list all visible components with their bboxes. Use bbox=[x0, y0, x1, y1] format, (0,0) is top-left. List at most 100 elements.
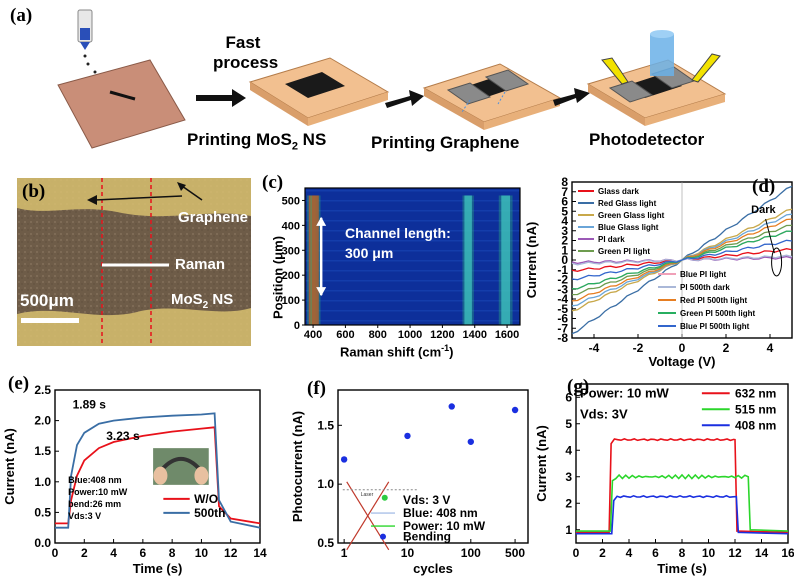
y-tick-label: 2 bbox=[565, 496, 572, 510]
d-xlabel: Voltage (V) bbox=[649, 354, 716, 369]
y-tick-label: -4 bbox=[557, 292, 568, 306]
g-xlabel: Time (s) bbox=[657, 561, 707, 576]
heatmap-stripe bbox=[305, 300, 520, 302]
y-tick-label: 500 bbox=[282, 195, 300, 207]
y-tick-label: 2.5 bbox=[34, 383, 51, 397]
step-mos2-text: Printing MoS bbox=[187, 130, 292, 149]
y-tick-label: 0.5 bbox=[317, 536, 334, 550]
y-tick-label: 6 bbox=[565, 390, 572, 404]
y-tick-label: 0.5 bbox=[34, 505, 51, 519]
photoresponse-bending-chart: 0 2 4 6 8 10 12 14 0.0 0.5 1.0 1.5 2.0 2.5 1.89 s 3.23 … bbox=[2, 383, 267, 576]
data-point bbox=[340, 456, 348, 463]
annot-rise-500th: 1.89 s bbox=[73, 397, 107, 411]
legend-label: Red PI 500th light bbox=[680, 296, 747, 305]
panel-label-b: (b) bbox=[22, 181, 46, 202]
annot-condition: Power:10 mW bbox=[68, 487, 128, 497]
iv-curve-blue-pi-500th-light bbox=[571, 239, 793, 281]
y-tick-label: -7 bbox=[557, 321, 568, 335]
x-tick-label: 1200 bbox=[430, 329, 454, 341]
y-tick-label: 400 bbox=[282, 220, 300, 232]
c-xlabel-sup: -1 bbox=[441, 343, 450, 353]
y-tick-label: -6 bbox=[557, 312, 568, 326]
trace-500th bbox=[55, 412, 261, 529]
finger-left bbox=[153, 466, 168, 485]
y-tick-label: 7 bbox=[561, 185, 568, 199]
y-tick-label: 1.0 bbox=[317, 477, 334, 491]
legend-blue: Blue: 408 nm bbox=[403, 506, 478, 520]
y-tick-label: 3 bbox=[561, 224, 568, 238]
panel-label-d: (d) bbox=[752, 176, 776, 197]
trace-408-nm bbox=[576, 494, 789, 535]
legend-label: Blue Glass light bbox=[598, 223, 659, 232]
legend-label: 632 nm bbox=[735, 386, 776, 400]
x-tick-label: 1600 bbox=[495, 329, 519, 341]
x-tick-label: 400 bbox=[304, 329, 322, 341]
plot-frame bbox=[304, 187, 521, 326]
x-tick-label: 6 bbox=[140, 546, 147, 560]
annot-vds: Vds: 3V bbox=[580, 406, 628, 421]
heatmap-stripe bbox=[305, 210, 520, 212]
x-tick-label: 2 bbox=[81, 546, 88, 560]
raman-map-chart: 400 600 800 1000 1200 1400 1600 0 100 200 300 400 50… bbox=[282, 187, 521, 341]
raman-band-halo bbox=[310, 195, 321, 325]
step-mos2-subscript: 2 bbox=[291, 140, 298, 153]
mos2-subscript: 2 bbox=[202, 300, 209, 311]
legend-label: Blue PI light bbox=[680, 270, 727, 279]
x-tick-label: 10 bbox=[195, 546, 209, 560]
x-tick-label: 500 bbox=[505, 546, 525, 560]
legend-label: 515 nm bbox=[735, 402, 776, 416]
arrow-1 bbox=[196, 89, 246, 107]
d-ylabel: Current (nA) bbox=[524, 222, 539, 299]
legend-bending: Bending bbox=[403, 530, 451, 544]
x-tick-label: 8 bbox=[679, 546, 686, 560]
heatmap-stripe bbox=[305, 240, 520, 242]
y-tick-label: 1.0 bbox=[34, 475, 51, 489]
y-tick-label: 4 bbox=[561, 214, 568, 228]
dark-annotation: Dark bbox=[751, 204, 776, 216]
trace-632-nm bbox=[576, 438, 789, 534]
annot-rise-wo: 3.23 s bbox=[106, 429, 140, 443]
y-tick-label: 100 bbox=[282, 295, 300, 307]
heatmap-stripe bbox=[305, 190, 520, 192]
substrate-3 bbox=[422, 63, 562, 130]
raman-band-halo bbox=[498, 195, 513, 325]
step-photodetector: Photodetector bbox=[589, 130, 705, 149]
heatmap-stripe bbox=[305, 310, 520, 312]
y-tick-label: 1.5 bbox=[34, 444, 51, 458]
y-tick-label: 2.0 bbox=[34, 414, 51, 428]
finger-right bbox=[194, 466, 209, 485]
legend-label: W/O bbox=[194, 492, 218, 506]
fabrication-schematic bbox=[57, 9, 727, 149]
heatmap-stripe bbox=[305, 320, 520, 322]
substrate-1 bbox=[57, 59, 186, 149]
e-xlabel: Time (s) bbox=[133, 561, 183, 576]
raman-label: Raman bbox=[175, 256, 226, 273]
x-tick-label: 14 bbox=[755, 546, 769, 560]
c-xlabel-text: Raman shift (cm bbox=[340, 344, 442, 360]
micrograph-image bbox=[17, 178, 251, 346]
substrate-2 bbox=[248, 57, 390, 126]
x-tick-label: 16 bbox=[781, 546, 794, 560]
heatmap-stripe bbox=[305, 260, 520, 262]
c-annot-1: Channel length: bbox=[345, 225, 451, 241]
heatmap-stripe bbox=[305, 280, 520, 282]
y-tick-label: 3 bbox=[565, 470, 572, 484]
annot-condition: Vds:3 V bbox=[68, 511, 101, 521]
g-ylabel: Current (nA) bbox=[534, 425, 549, 502]
x-tick-label: 4 bbox=[110, 546, 117, 560]
y-tick-label: -5 bbox=[557, 302, 568, 316]
step-printing-graphene: Printing Graphene bbox=[371, 133, 520, 152]
mos2-ns-label: MoS2 NS bbox=[171, 291, 233, 311]
c-xlabel-end: ) bbox=[449, 344, 454, 360]
x-tick-label: 4 bbox=[767, 341, 774, 355]
heatmap-stripe bbox=[305, 200, 520, 202]
x-tick-label: 14 bbox=[253, 546, 267, 560]
heatmap-stripe bbox=[305, 230, 520, 232]
heatmap-stripe bbox=[305, 220, 520, 222]
f-ylabel: Photocurrent (nA) bbox=[290, 411, 305, 522]
scalebar-label: 500μm bbox=[20, 291, 74, 310]
raman-band bbox=[501, 195, 511, 325]
channel-arrow-head-top bbox=[316, 216, 327, 226]
legend-label: PI dark bbox=[598, 235, 625, 244]
